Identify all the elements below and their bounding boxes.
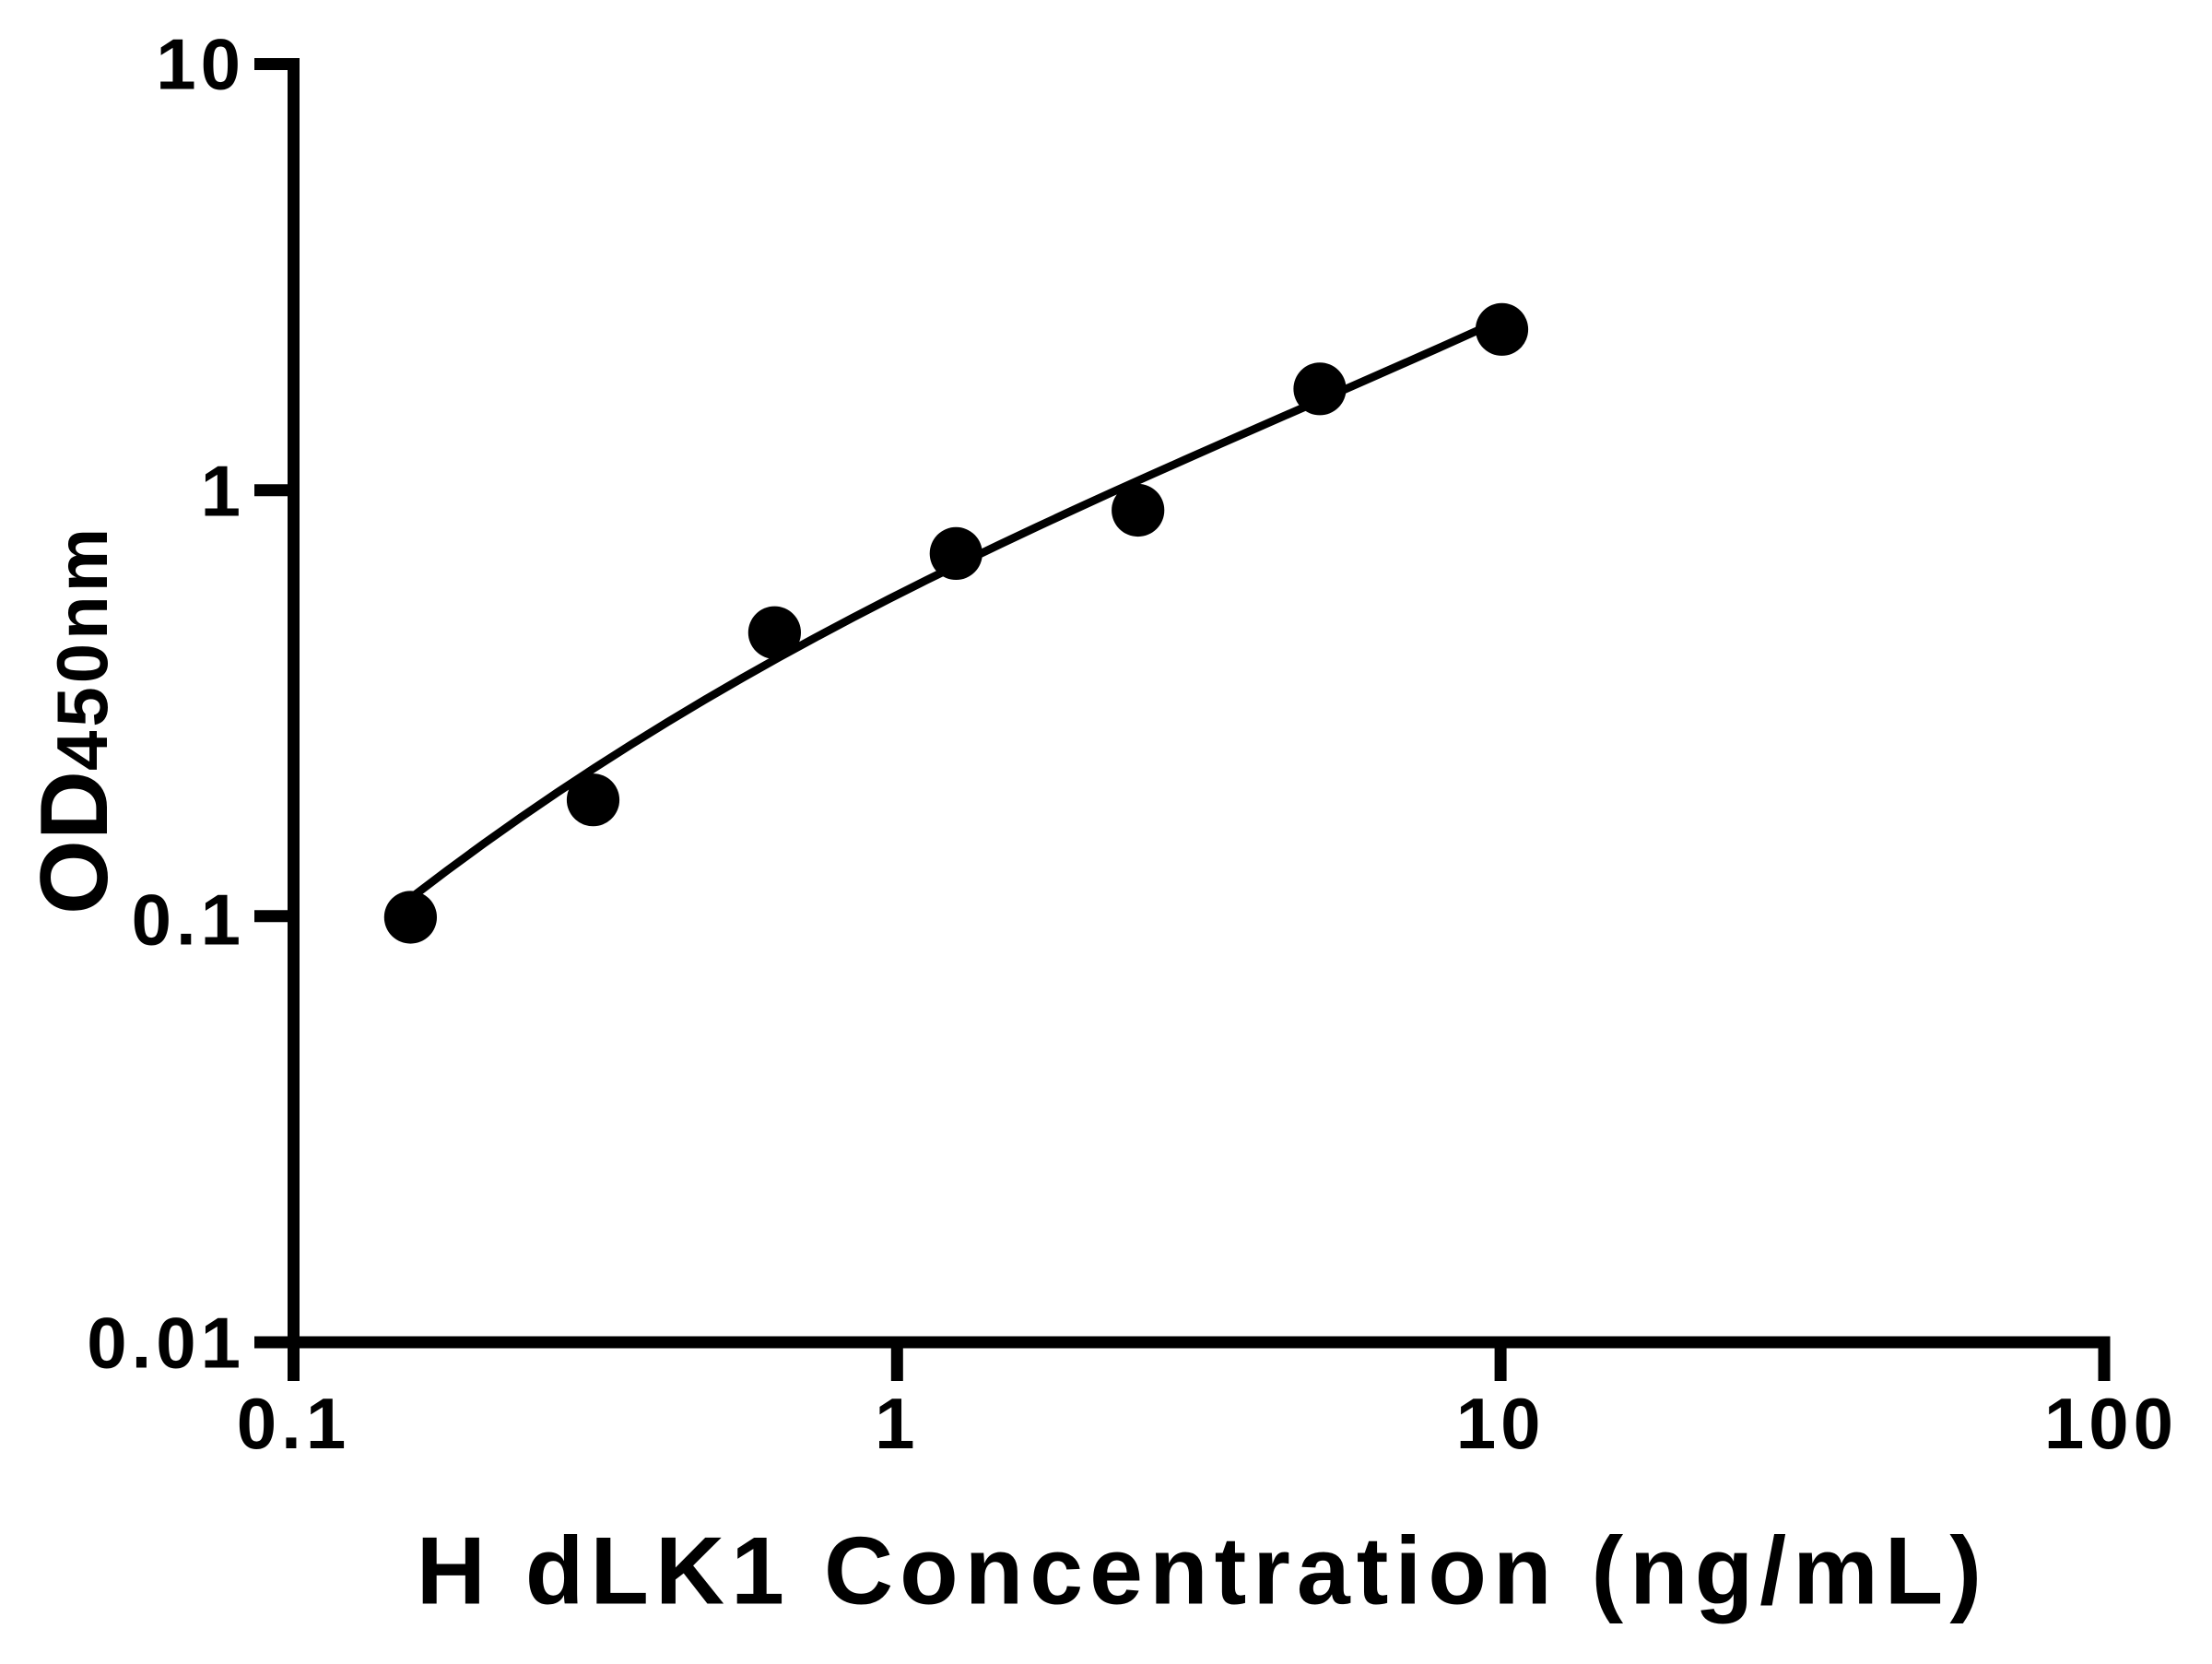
svg-text:1: 1 — [875, 1383, 919, 1464]
svg-text:H dLK1 Concentration (ng/mL): H dLK1 Concentration (ng/mL) — [417, 1517, 1988, 1624]
svg-text:0.1: 0.1 — [237, 1383, 350, 1464]
svg-text:0.01: 0.01 — [87, 1303, 245, 1384]
svg-text:10: 10 — [156, 23, 245, 104]
svg-text:10: 10 — [1456, 1383, 1546, 1464]
svg-text:100: 100 — [2044, 1383, 2178, 1464]
svg-text:1: 1 — [201, 450, 245, 531]
svg-text:0.1: 0.1 — [132, 879, 245, 961]
